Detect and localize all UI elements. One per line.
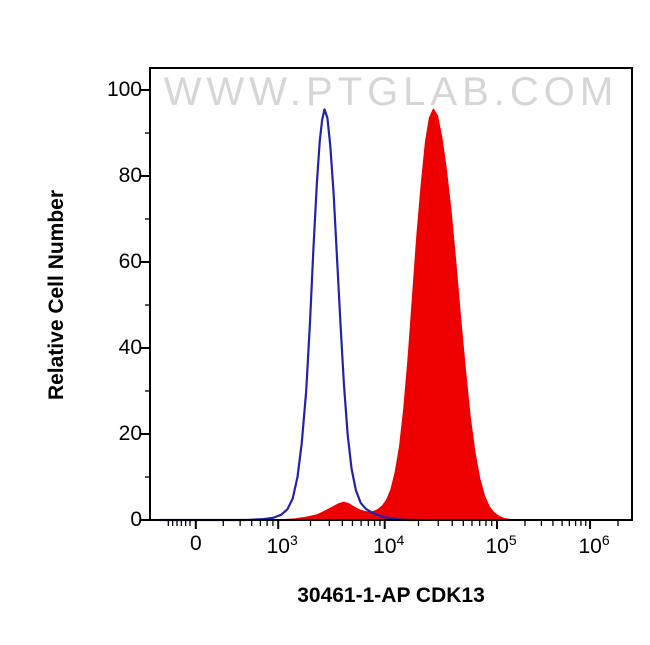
x-tick-label: 0 (189, 532, 202, 555)
series-0 (279, 108, 513, 521)
x-tick-label: 106 (578, 532, 610, 558)
y-tick-label: 80 (118, 164, 142, 187)
y-tick-label: 100 (106, 78, 142, 101)
y-tick-label: 60 (118, 250, 142, 273)
x-axis-title: 30461-1-AP CDK13 (297, 584, 485, 607)
x-tick-label: 105 (485, 532, 517, 558)
y-tick-label: 20 (118, 422, 142, 445)
y-axis-label: Relative Cell Number (45, 189, 68, 401)
x-tick-label: 104 (373, 532, 405, 558)
y-tick-label: 0 (130, 508, 142, 531)
series-1 (159, 108, 420, 522)
x-tick-label: 103 (266, 532, 298, 558)
axes-box (149, 67, 633, 521)
y-tick-label: 40 (118, 336, 142, 359)
watermark-text: WWW.PTGLAB.COM (163, 70, 619, 114)
